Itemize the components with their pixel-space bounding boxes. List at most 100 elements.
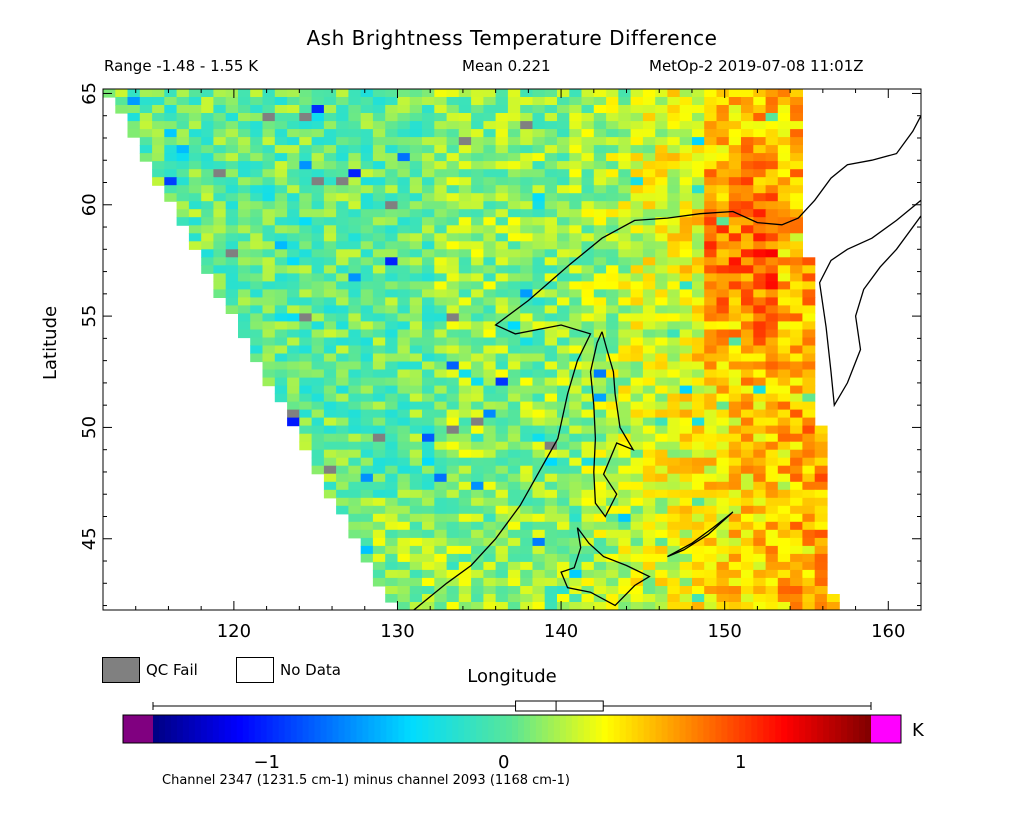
heatmap-cell xyxy=(557,377,570,387)
heatmap-cell xyxy=(225,193,239,202)
heatmap-cell xyxy=(360,305,374,314)
heatmap-cell xyxy=(385,185,399,194)
heatmap-cell xyxy=(495,129,509,138)
heatmap-cell xyxy=(606,273,619,282)
heatmap-cell xyxy=(642,425,656,435)
heatmap-cell xyxy=(728,553,742,563)
heatmap-cell xyxy=(446,401,460,411)
heatmap-cell xyxy=(777,297,791,306)
heatmap-cell xyxy=(323,273,337,282)
heatmap-cell xyxy=(741,329,754,339)
heatmap-cell xyxy=(692,594,705,603)
heatmap-cell xyxy=(692,610,705,619)
heatmap-cell xyxy=(385,305,399,314)
heatmap-cell xyxy=(753,257,767,266)
heatmap-cell xyxy=(458,193,472,202)
heatmap-cell xyxy=(495,521,509,531)
heatmap-cell xyxy=(606,321,619,330)
heatmap-cell xyxy=(127,89,141,98)
heatmap-cell xyxy=(679,513,693,523)
heatmap-cell xyxy=(397,177,411,186)
heatmap-cell xyxy=(213,145,227,154)
heatmap-cell xyxy=(679,361,693,371)
heatmap-cell xyxy=(213,209,227,218)
heatmap-cell xyxy=(336,417,349,427)
heatmap-cell xyxy=(741,481,754,491)
heatmap-cell xyxy=(728,401,742,411)
heatmap-cell xyxy=(372,121,386,130)
heatmap-cell xyxy=(618,353,632,363)
heatmap-cell xyxy=(520,425,534,435)
heatmap-cell xyxy=(569,121,583,130)
heatmap-cell xyxy=(593,297,607,306)
heatmap-cell xyxy=(667,153,681,162)
heatmap-cell xyxy=(753,265,767,274)
heatmap-cell xyxy=(569,129,583,138)
heatmap-cell xyxy=(507,417,521,427)
heatmap-cell xyxy=(323,169,337,178)
heatmap-cell xyxy=(311,409,325,419)
heatmap-cell xyxy=(336,217,349,226)
heatmap-cell xyxy=(569,153,583,162)
heatmap-cell xyxy=(201,241,215,250)
heatmap-cell xyxy=(360,209,374,218)
heatmap-cell xyxy=(790,145,803,154)
heatmap-cell xyxy=(581,313,595,322)
heatmap-cell xyxy=(164,145,178,154)
heatmap-cell xyxy=(557,217,570,226)
heatmap-cell xyxy=(520,457,534,467)
heatmap-cell xyxy=(667,217,681,226)
heatmap-cell xyxy=(557,561,570,571)
heatmap-cell xyxy=(544,529,558,539)
heatmap-cell xyxy=(483,401,497,411)
heatmap-cell xyxy=(471,185,484,194)
heatmap-cell xyxy=(299,425,313,435)
heatmap-cell xyxy=(238,305,251,314)
heatmap-cell xyxy=(434,594,448,603)
heatmap-cell xyxy=(765,145,779,154)
heatmap-cell xyxy=(655,233,669,242)
heatmap-cell xyxy=(655,225,669,234)
heatmap-cell xyxy=(483,225,497,234)
heatmap-cell xyxy=(679,217,693,226)
heatmap-cell xyxy=(630,594,644,603)
heatmap-cell xyxy=(765,385,779,395)
heatmap-cell xyxy=(569,313,583,322)
heatmap-cell xyxy=(250,289,264,298)
heatmap-cell xyxy=(814,594,828,603)
heatmap-cell xyxy=(569,602,583,610)
heatmap-cell xyxy=(385,169,399,178)
heatmap-cell xyxy=(728,289,742,298)
heatmap-cell xyxy=(213,265,227,274)
heatmap-cell xyxy=(422,577,435,587)
heatmap-cell xyxy=(606,369,619,379)
heatmap-cell xyxy=(667,193,681,202)
heatmap-cell xyxy=(188,169,202,178)
heatmap-cell xyxy=(471,329,484,339)
heatmap-cell xyxy=(655,425,669,435)
heatmap-cell xyxy=(765,297,779,306)
heatmap-cell xyxy=(728,225,742,234)
heatmap-cell xyxy=(630,89,644,98)
heatmap-cell xyxy=(434,233,448,242)
heatmap-cell xyxy=(667,145,681,154)
heatmap-cell xyxy=(164,129,178,138)
heatmap-cell xyxy=(483,618,496,627)
heatmap-cell xyxy=(348,353,362,363)
heatmap-cell xyxy=(360,169,374,178)
heatmap-cell xyxy=(765,241,779,250)
heatmap-cell xyxy=(422,409,435,419)
heatmap-cell xyxy=(532,594,546,603)
heatmap-cell xyxy=(250,153,264,162)
heatmap-cell xyxy=(483,217,497,226)
heatmap-cell xyxy=(728,417,742,427)
heatmap-cell xyxy=(630,177,644,186)
heatmap-cell xyxy=(287,385,300,395)
heatmap-cell xyxy=(704,97,718,106)
heatmap-cell xyxy=(385,449,399,459)
heatmap-cell xyxy=(569,201,583,210)
heatmap-cell xyxy=(115,105,129,114)
heatmap-cell xyxy=(618,577,632,587)
heatmap-cell xyxy=(667,401,681,411)
heatmap-cell xyxy=(642,513,656,523)
